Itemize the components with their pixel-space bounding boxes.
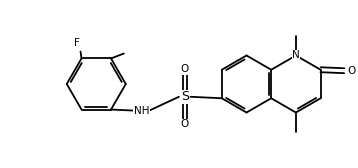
Text: O: O [181,64,189,74]
Text: O: O [181,119,189,129]
Text: O: O [181,64,189,74]
Text: S: S [181,90,189,103]
Text: N: N [292,50,300,60]
Text: O: O [347,66,355,76]
Text: F: F [74,38,79,48]
Text: O: O [347,66,355,76]
Text: F: F [74,38,79,48]
Text: N: N [292,50,300,60]
Text: NH: NH [134,106,149,116]
Text: O: O [181,119,189,129]
Text: NH: NH [134,106,149,116]
Text: S: S [181,90,189,103]
